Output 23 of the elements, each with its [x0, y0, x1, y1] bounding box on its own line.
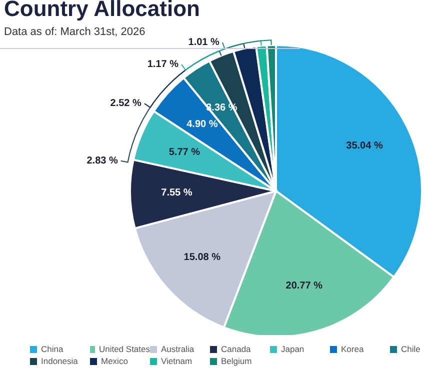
chart-subtitle: Data as of: March 31st, 2026	[4, 26, 146, 38]
data-label: 15.08 %	[184, 252, 221, 263]
data-label: 1.01 %	[188, 36, 220, 48]
legend-label: Vietnam	[161, 356, 192, 366]
legend-label: Australia	[161, 344, 194, 354]
data-label: 20.77 %	[286, 280, 323, 292]
data-label: 5.77 %	[168, 147, 200, 158]
legend-label: Japan	[281, 344, 304, 354]
legend-label: Canada	[221, 344, 251, 354]
data-label: 7.55 %	[161, 188, 192, 199]
data-label: 4.90 %	[186, 119, 218, 130]
legend-label: Belgium	[221, 356, 252, 366]
legend-label: Indonesia	[41, 356, 78, 366]
legend-label: Mexico	[101, 356, 128, 366]
data-label: 35.04 %	[346, 140, 383, 152]
legend-label: China	[41, 344, 64, 354]
legend-label: Chile	[401, 344, 420, 354]
legend-label: Korea	[341, 344, 364, 354]
data-label: 1.17 %	[147, 58, 179, 70]
chart-title: Country Allocation	[4, 0, 200, 22]
data-label: 2.52 %	[110, 98, 142, 110]
data-label: 2.83 %	[86, 155, 118, 166]
legend-label: United States	[98, 344, 150, 354]
